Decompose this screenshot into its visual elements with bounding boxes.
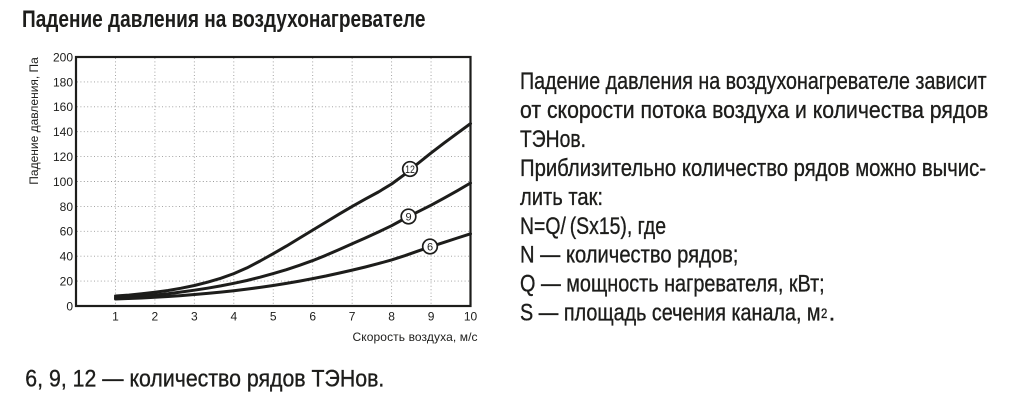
svg-text:4: 4	[230, 310, 237, 324]
svg-text:3: 3	[191, 310, 198, 324]
svg-text:2: 2	[152, 310, 159, 324]
svg-text:40: 40	[60, 250, 74, 264]
svg-text:6: 6	[427, 242, 433, 254]
svg-text:140: 140	[53, 125, 73, 139]
svg-text:180: 180	[53, 75, 73, 89]
svg-text:9: 9	[428, 310, 435, 324]
svg-text:200: 200	[53, 50, 73, 64]
svg-text:8: 8	[388, 310, 395, 324]
svg-text:5: 5	[270, 310, 277, 324]
svg-text:60: 60	[60, 225, 74, 239]
svg-text:0: 0	[66, 299, 73, 313]
svg-text:10: 10	[464, 310, 478, 324]
svg-text:Падение давления на воздухонаг: Падение давления на воздухонагревателе	[22, 6, 426, 33]
svg-text:N — количество рядов;: N — количество рядов;	[520, 242, 738, 269]
svg-text:.: .	[829, 300, 836, 327]
svg-text:Падение давления, Па: Падение давления, Па	[27, 57, 41, 185]
svg-text:6: 6	[309, 310, 316, 324]
svg-text:ТЭНов.: ТЭНов.	[520, 126, 586, 153]
svg-text:S — площадь сечения канала, м: S — площадь сечения канала, м	[520, 300, 821, 327]
svg-text:Падение давления на воздухонаг: Падение давления на воздухонагревателе з…	[520, 68, 987, 95]
svg-text:9: 9	[405, 212, 411, 224]
svg-text:20: 20	[60, 275, 74, 289]
svg-text:от скорости потока воздуха и к: от скорости потока воздуха и количества …	[520, 97, 988, 124]
svg-text:160: 160	[53, 100, 73, 114]
svg-text:1: 1	[112, 310, 119, 324]
svg-text:12: 12	[405, 164, 415, 176]
svg-text:лить так:: лить так:	[520, 184, 603, 211]
svg-text:100: 100	[53, 175, 73, 189]
svg-text:80: 80	[60, 200, 74, 214]
svg-text:Скорость воздуха, м/с: Скорость воздуха, м/с	[353, 330, 478, 344]
svg-text:120: 120	[53, 150, 73, 164]
svg-text:Приблизительно количество рядо: Приблизительно количество рядов можно вы…	[520, 155, 986, 182]
svg-text:Q — мощность нагревателя, кВт;: Q — мощность нагревателя, кВт;	[520, 271, 825, 298]
svg-text:6, 9, 12 — количество рядов ТЭ: 6, 9, 12 — количество рядов ТЭНов.	[25, 365, 384, 392]
svg-text:2: 2	[821, 306, 827, 321]
svg-text:N=Q/ (Sх15), где: N=Q/ (Sх15), где	[520, 213, 666, 240]
svg-text:7: 7	[349, 310, 356, 324]
